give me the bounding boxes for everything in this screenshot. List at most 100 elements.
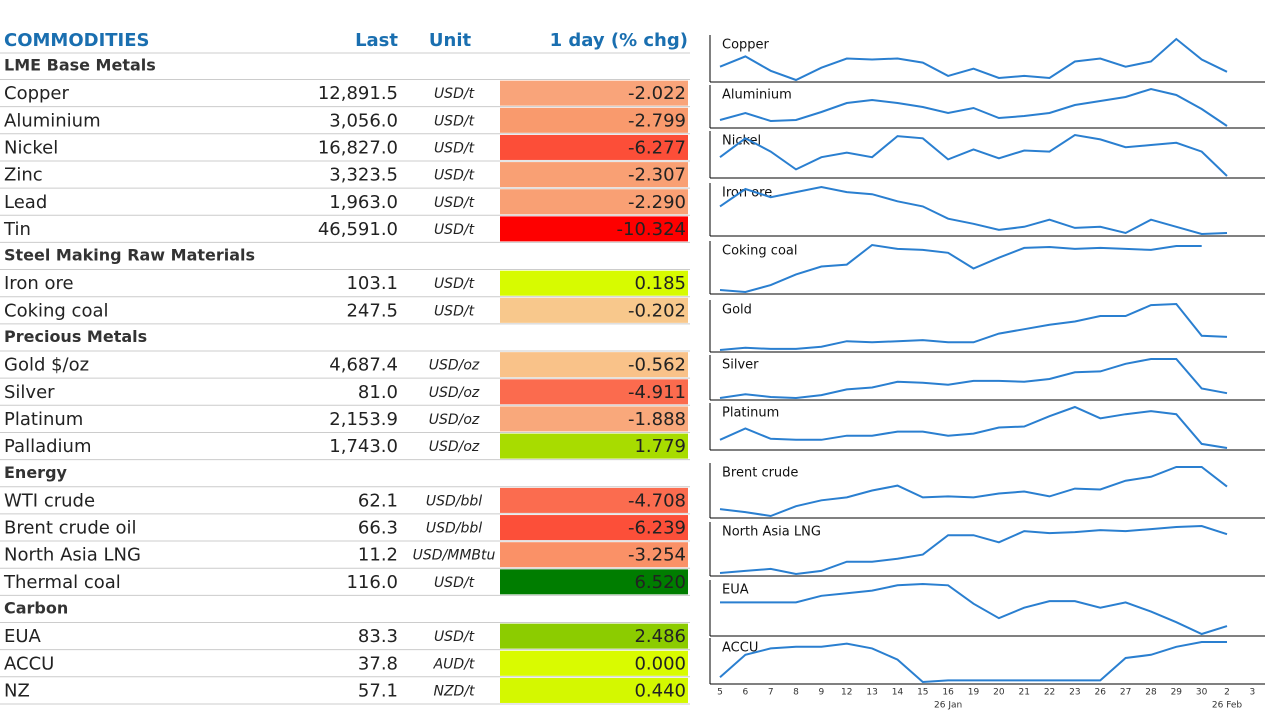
last-price: 66.3 (358, 518, 398, 539)
commodity-name: Zinc (4, 165, 43, 186)
commodity-name: NZ (4, 680, 30, 701)
last-price: 3,323.5 (329, 165, 398, 186)
change-cell (500, 677, 688, 703)
change-cell (500, 569, 688, 595)
change: -6.239 (628, 518, 686, 539)
group-label: LME Base Metals (4, 56, 156, 75)
unit: USD/bbl (426, 493, 482, 509)
change: -2.022 (628, 83, 686, 104)
x-tick-label: 13 (866, 688, 877, 698)
change: 6.520 (634, 572, 686, 593)
unit: USD/oz (429, 439, 480, 455)
sparkline-label: North Asia LNG (722, 525, 821, 540)
unit: USD/t (434, 113, 475, 129)
x-tick-label: 29 (1171, 688, 1183, 698)
change-cell (500, 623, 688, 649)
unit: USD/oz (429, 358, 480, 374)
change-cell (500, 107, 688, 133)
change-cell (500, 379, 688, 405)
commodity-name: Iron ore (4, 273, 74, 294)
group-label: Precious Metals (4, 327, 147, 346)
table: COMMODITIES Last Unit 1 day (% chg) LME … (0, 30, 690, 705)
sparkline (719, 302, 1228, 351)
commodity-name: Aluminium (4, 110, 101, 131)
last-price: 81.0 (358, 382, 398, 403)
x-tick-label: 16 (942, 688, 954, 698)
change-cell (500, 487, 688, 513)
change-cell (500, 134, 688, 160)
group-label: Carbon (4, 599, 68, 618)
unit: USD/t (434, 86, 475, 102)
last-price: 3,056.0 (329, 110, 398, 131)
x-tick-label: 3 (1249, 688, 1255, 698)
unit: USD/t (434, 222, 475, 238)
change: -10.324 (617, 219, 686, 240)
last-price: 11.2 (358, 545, 398, 566)
change: 0.000 (634, 653, 686, 674)
change: -2.799 (628, 110, 686, 131)
commodity-name: Platinum (4, 409, 83, 430)
change-cell (500, 162, 688, 188)
last-price: 83.3 (358, 626, 398, 647)
commodity-name: EUA (4, 626, 42, 647)
change-cell (500, 80, 688, 106)
commodity-name: Tin (3, 219, 31, 240)
x-tick-label: 7 (768, 688, 774, 698)
commodity-name: Palladium (4, 436, 91, 457)
sparkline-label: Iron ore (722, 186, 772, 201)
change: 0.440 (634, 680, 686, 701)
x-tick-label: 2 (1224, 688, 1230, 698)
sparkline-label: Aluminium (722, 88, 792, 103)
x-tick-label: 5 (717, 688, 723, 698)
last-price: 16,827.0 (318, 137, 398, 158)
change-cell (500, 433, 688, 459)
sparkline (719, 87, 1228, 127)
unit: USD/t (434, 575, 475, 591)
change: 2.486 (634, 626, 686, 647)
header: 1 day (% chg) (550, 30, 688, 51)
x-tick-label: 27 (1120, 688, 1131, 698)
unit: USD/t (434, 276, 475, 292)
commodity-name: Copper (4, 83, 70, 104)
sparkline-label: Coking coal (722, 244, 797, 259)
commodity-name: WTI crude (4, 490, 95, 511)
sparkline-label: Silver (722, 358, 759, 373)
last-price: 12,891.5 (318, 83, 398, 104)
change-cell (500, 406, 688, 432)
last-price: 37.8 (358, 653, 398, 674)
group-label: Steel Making Raw Materials (4, 246, 255, 265)
x-tick-label: 30 (1196, 688, 1208, 698)
unit: USD/bbl (426, 521, 482, 537)
x-tick-label: 26 (1095, 688, 1107, 698)
sparkline (719, 185, 1228, 236)
commodity-name: North Asia LNG (4, 545, 141, 566)
x-tick-label: 8 (793, 688, 799, 698)
unit: USD/t (434, 168, 475, 184)
change: -0.562 (628, 355, 686, 376)
change: -4.911 (628, 382, 686, 403)
sparkline (719, 133, 1228, 177)
sparkline (719, 466, 1228, 518)
unit: NZD/t (433, 683, 475, 699)
commodity-name: Thermal coal (3, 572, 121, 593)
change: -6.277 (628, 137, 686, 158)
change-cell (500, 270, 688, 296)
commodity-name: Silver (4, 382, 55, 403)
last-price: 247.5 (346, 300, 398, 321)
unit: USD/MMBtu (413, 548, 496, 564)
change-cell (500, 542, 688, 568)
header: Last (355, 30, 398, 51)
month-label: 26 Feb (1212, 701, 1243, 711)
change: -2.290 (628, 192, 686, 213)
last-price: 103.1 (346, 273, 398, 294)
last-price: 1,963.0 (329, 192, 398, 213)
change: -0.202 (628, 300, 686, 321)
x-tick-label: 22 (1044, 688, 1055, 698)
last-price: 116.0 (346, 572, 398, 593)
change-cell (500, 297, 688, 323)
sparkline (719, 405, 1228, 449)
change: -3.254 (628, 545, 686, 566)
sparkline-label: Copper (722, 38, 770, 53)
